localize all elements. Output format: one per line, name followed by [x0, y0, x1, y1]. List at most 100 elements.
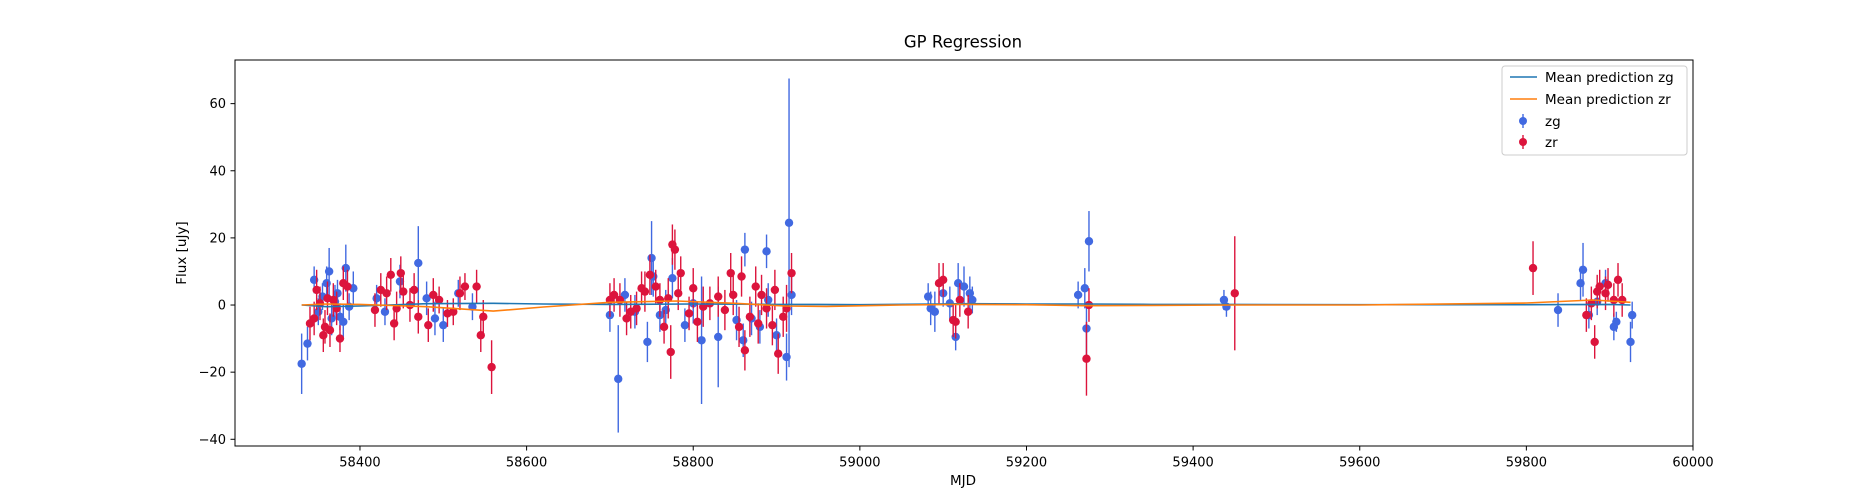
zr-point	[479, 312, 488, 321]
zr-point	[309, 314, 319, 323]
legend-label-zg: zg	[1545, 114, 1561, 130]
legend-swatch-zg-marker	[1519, 117, 1527, 125]
zr-point	[1082, 354, 1091, 363]
legend: Mean prediction zg Mean prediction zr zg…	[1501, 65, 1688, 156]
zr-point	[655, 295, 665, 305]
y-tick-label: −40	[199, 433, 226, 448]
zr-point	[1603, 280, 1613, 290]
zg-point	[614, 374, 623, 384]
zg-point	[930, 307, 940, 316]
zr-point	[745, 312, 755, 321]
zg-point	[1073, 290, 1083, 300]
zr-point	[449, 307, 458, 316]
y-tick-label: 0	[218, 299, 226, 314]
zg-point	[422, 294, 431, 303]
zr-point	[640, 287, 650, 296]
zg-point	[740, 245, 750, 254]
zr-point	[455, 289, 465, 298]
zr-point	[659, 322, 669, 332]
zr-point	[312, 285, 321, 295]
zg-point	[764, 295, 773, 305]
chart-title: GP Regression	[904, 33, 1022, 52]
zr-point	[754, 319, 763, 328]
zr-point	[674, 289, 683, 298]
x-tick-label: 60000	[1672, 456, 1713, 471]
legend-swatch-zr-marker	[1519, 138, 1527, 146]
x-tick-label: 58400	[339, 456, 380, 471]
zr-point	[386, 270, 395, 280]
zg-point	[380, 307, 390, 316]
zg-point	[680, 320, 690, 330]
zr-point	[622, 314, 631, 323]
x-tick-label: 59800	[1506, 456, 1547, 471]
zg-point	[1553, 305, 1563, 315]
zr-point	[762, 304, 771, 313]
zr-point	[729, 290, 738, 300]
zr-point	[737, 272, 746, 281]
zr-point	[693, 317, 702, 327]
zr-point	[487, 362, 496, 372]
legend-label-mean-zg: Mean prediction zg	[1545, 70, 1674, 86]
zr-point	[382, 289, 391, 298]
x-tick-label: 59000	[839, 456, 880, 471]
plot-data-layer	[297, 78, 1637, 433]
zr-point	[434, 295, 444, 305]
zg-point	[787, 290, 796, 300]
zr-point	[409, 285, 419, 295]
zr-point	[714, 292, 723, 301]
zr-point	[429, 290, 438, 300]
zg-point	[324, 267, 334, 276]
zg-point	[414, 258, 423, 268]
zr-point	[1595, 282, 1604, 291]
zr-point	[335, 334, 345, 343]
legend-label-zr: zr	[1545, 135, 1558, 151]
zg-point	[647, 253, 656, 263]
zg-point	[968, 295, 977, 305]
y-tick-label: 20	[209, 231, 226, 246]
line-mean-prediction-zr	[301, 299, 1631, 312]
y-axis: −40 −20 0 20 40 60	[199, 97, 235, 448]
zr-point	[472, 282, 481, 291]
zr-point	[1613, 275, 1623, 285]
zr-point	[1617, 295, 1627, 305]
zr-point	[645, 270, 655, 280]
y-tick-label: 40	[209, 164, 226, 179]
zg-point	[959, 282, 969, 291]
zr-point	[670, 245, 680, 254]
zr-point	[651, 282, 660, 291]
zg-point	[739, 336, 748, 345]
zr-point	[955, 295, 965, 305]
zr-point	[329, 295, 338, 305]
zr-point	[609, 290, 619, 300]
series-zr-group	[305, 224, 1627, 396]
zr-point	[768, 320, 777, 330]
zr-point	[720, 305, 730, 315]
zg-point	[762, 247, 771, 256]
zr-point	[779, 312, 788, 321]
y-tick-label: −20	[199, 366, 226, 381]
zg-point	[697, 336, 706, 345]
zr-point	[774, 349, 783, 358]
plot-area-frame	[234, 59, 1694, 447]
zr-point	[951, 317, 960, 327]
zg-point	[303, 339, 312, 348]
zg-point	[1626, 337, 1635, 347]
x-tick-label: 58800	[673, 456, 714, 471]
x-tick-label: 59200	[1006, 456, 1047, 471]
zr-point	[343, 282, 352, 291]
zr-point	[1590, 337, 1599, 347]
zr-point	[1528, 263, 1538, 273]
zr-point	[757, 290, 766, 300]
zr-point	[632, 304, 641, 313]
zr-point	[734, 322, 744, 332]
y-tick-label: 60	[209, 97, 226, 112]
zg-point	[772, 331, 781, 340]
zr-point	[1582, 310, 1591, 320]
zg-point	[714, 332, 723, 342]
zr-point	[787, 268, 796, 278]
zr-point	[1587, 299, 1596, 308]
zr-point	[751, 282, 760, 291]
zr-point	[684, 309, 694, 318]
zr-point	[319, 331, 328, 340]
